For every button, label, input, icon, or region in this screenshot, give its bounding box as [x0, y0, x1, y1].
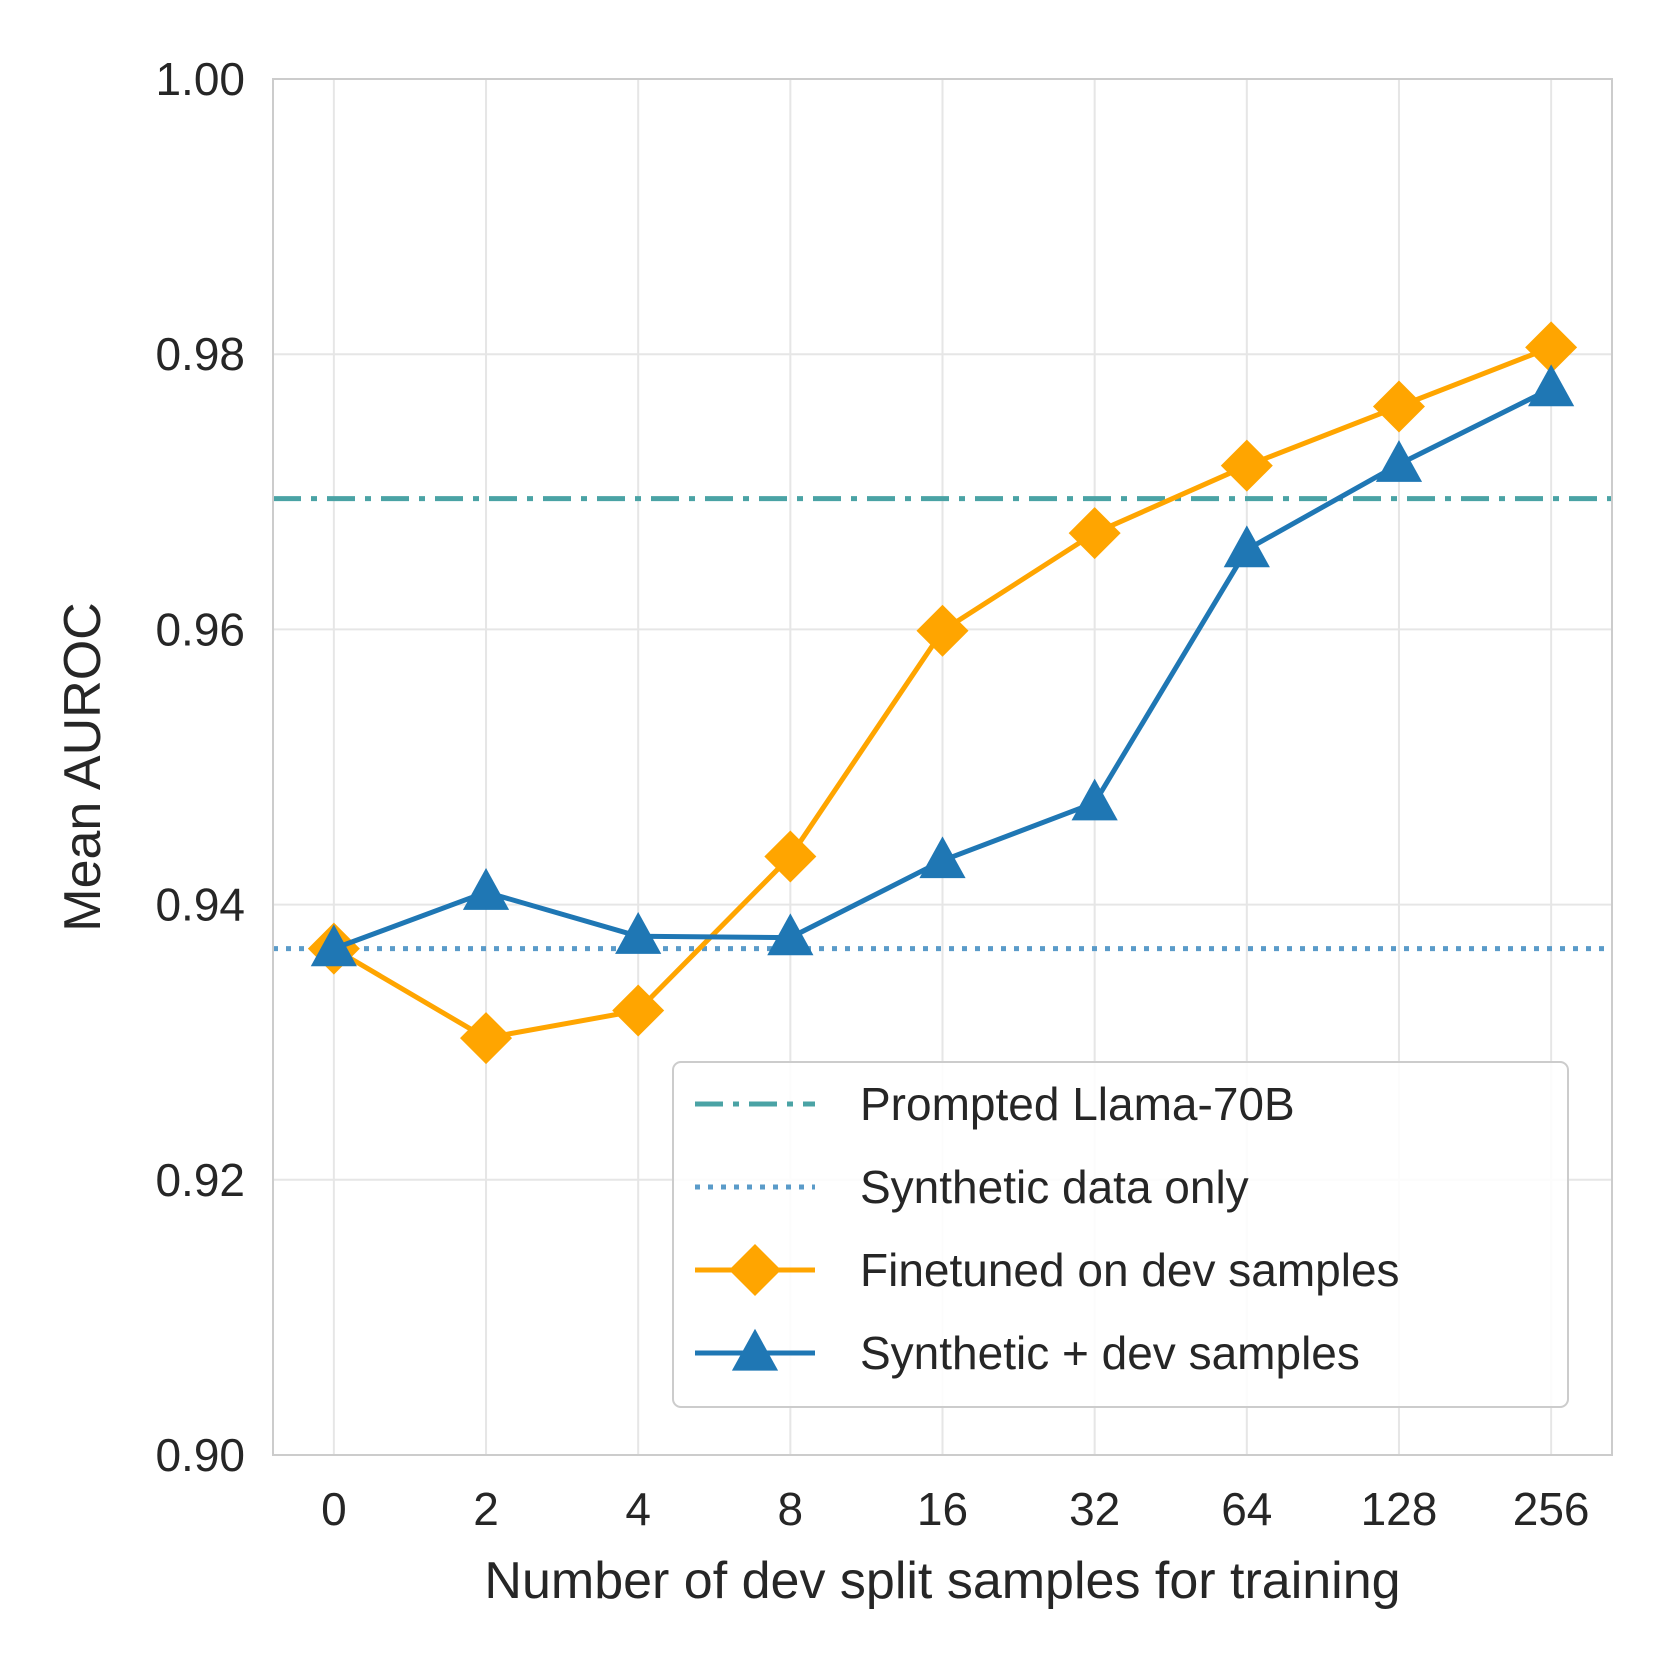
data-point [764, 830, 817, 883]
legend-entry: Prompted Llama-70B [695, 1078, 1295, 1130]
legend-label: Finetuned on dev samples [860, 1244, 1400, 1296]
y-tick-label: 0.96 [155, 603, 245, 655]
x-tick-label: 16 [917, 1483, 968, 1535]
x-tick-label: 8 [778, 1483, 804, 1535]
legend-entry: Synthetic data only [695, 1161, 1249, 1213]
data-point [1375, 440, 1423, 482]
y-tick-label: 1.00 [155, 53, 245, 105]
legend: Prompted Llama-70B Synthetic data only Fin… [672, 1061, 1569, 1408]
legend-label: Synthetic + dev samples [860, 1327, 1360, 1379]
x-tick-label: 64 [1221, 1483, 1272, 1535]
series-2 [310, 364, 1575, 967]
data-point [919, 836, 966, 879]
x-tick-label: 0 [321, 1483, 347, 1535]
data-point [615, 912, 662, 954]
y-tick-label: 0.90 [155, 1429, 245, 1481]
data-point [916, 604, 969, 657]
data-point [1071, 778, 1118, 821]
data-point [1372, 380, 1425, 433]
x-axis-title: Number of dev split samples for training [484, 1552, 1400, 1610]
x-tick-label: 128 [1361, 1483, 1438, 1535]
tick-labels: 0 2 4 8 16 32 64 128 256 0.90 0.92 0.94 0.96 0.98 1.00 [155, 53, 1589, 1535]
data-point [1223, 525, 1270, 568]
data-point [1525, 321, 1578, 374]
y-tick-label: 0.94 [155, 879, 245, 931]
series-1 [307, 321, 1578, 1065]
plot-frame [272, 78, 1613, 1456]
series [307, 321, 1578, 1065]
legend-label: Prompted Llama-70B [860, 1078, 1295, 1130]
reference-lines [273, 496, 1612, 952]
legend-marker [731, 1328, 779, 1371]
x-tick-label: 2 [473, 1483, 499, 1535]
y-tick-label: 0.98 [155, 328, 245, 380]
legend-entry: Synthetic + dev samples [695, 1327, 1360, 1379]
data-point [1528, 364, 1575, 407]
x-tick-label: 32 [1069, 1483, 1120, 1535]
legend-box [672, 1061, 1569, 1408]
y-axis-title: Mean AUROC [54, 602, 112, 931]
legend-label: Synthetic data only [860, 1161, 1249, 1213]
y-tick-label: 0.92 [155, 1154, 245, 1206]
data-point [612, 984, 665, 1037]
data-point [1068, 507, 1121, 560]
data-point [1220, 439, 1273, 492]
x-tick-label: 256 [1513, 1483, 1590, 1535]
legend-entry: Finetuned on dev samples [695, 1244, 1400, 1296]
data-point [460, 1012, 513, 1065]
data-point [767, 913, 814, 956]
x-tick-label: 4 [625, 1483, 651, 1535]
data-point [310, 924, 357, 967]
data-point [462, 868, 510, 910]
legend-marker [729, 1244, 781, 1296]
